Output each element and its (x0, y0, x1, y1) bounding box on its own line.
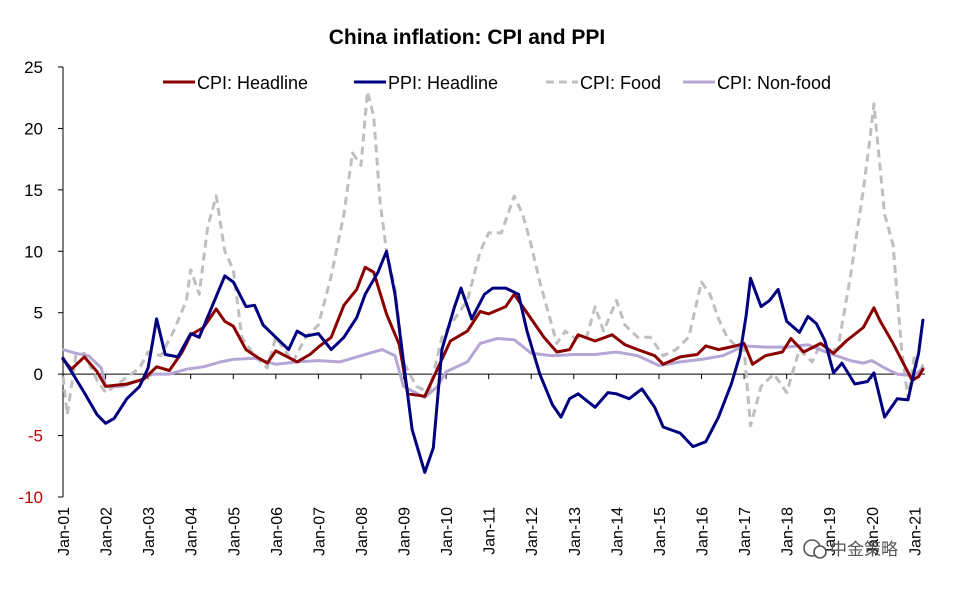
watermark: 中金策略 (803, 539, 898, 560)
x-tick-label: Jan-09 (397, 507, 414, 556)
y-tick-label: 5 (34, 304, 43, 323)
y-tick-label: 20 (24, 119, 43, 138)
x-tick-label: Jan-10 (439, 507, 456, 556)
legend-label: CPI: Headline (197, 73, 308, 93)
x-tick-label: Jan-03 (141, 507, 158, 556)
y-tick-label: -5 (28, 427, 43, 446)
x-tick-label: Jan-11 (482, 507, 499, 555)
watermark-text: 中金策略 (830, 540, 898, 560)
chart-title: China inflation: CPI and PPI (329, 26, 606, 49)
x-tick-label: Jan-21 (907, 507, 924, 556)
legend-label: CPI: Food (580, 73, 661, 93)
x-tick-label: Jan-04 (184, 507, 201, 556)
series-line-cpi-headline (61, 265, 925, 398)
legend-label: CPI: Non-food (717, 73, 831, 93)
x-tick-label: Jan-15 (652, 507, 669, 556)
series-line-cpi-non-food (61, 337, 925, 399)
x-tick-label: Jan-01 (56, 507, 73, 556)
tick-labels: 25 20 15 10 5 0 -5 -10 Jan-01 Jan-02 Jan-03 Jan-04 J… (18, 58, 924, 556)
x-tick-label: Jan-02 (99, 507, 116, 556)
x-tick-label: Jan-19 (822, 507, 839, 556)
wechat-icon-dot (813, 545, 827, 559)
x-tick-label: Jan-07 (311, 507, 328, 556)
y-tick-label: -10 (18, 488, 43, 507)
x-tick-label: Jan-16 (695, 507, 712, 556)
x-tick-label: Jan-13 (567, 507, 584, 556)
series-line-ppi-headline (61, 249, 925, 474)
x-tick-label: Jan-18 (780, 507, 797, 556)
series-line-cpi-food (61, 90, 925, 428)
y-tick-label: 15 (24, 181, 43, 200)
x-tick-label: Jan-05 (226, 507, 243, 556)
legend: CPI: Headline PPI: Headline CPI: Food CPI: … (163, 73, 831, 93)
x-tick-label: Jan-12 (524, 507, 541, 556)
y-tick-label: 25 (24, 58, 43, 77)
x-tick-label: Jan-06 (269, 507, 286, 556)
x-tick-label: Jan-20 (865, 507, 882, 556)
y-tick-label: 0 (34, 365, 43, 384)
x-tick-label: Jan-14 (609, 507, 626, 556)
x-tick-label: Jan-17 (737, 507, 754, 556)
series-lines (61, 90, 925, 474)
y-tick-label: 10 (24, 242, 43, 261)
legend-label: PPI: Headline (388, 73, 498, 93)
x-tick-label: Jan-08 (354, 507, 371, 556)
